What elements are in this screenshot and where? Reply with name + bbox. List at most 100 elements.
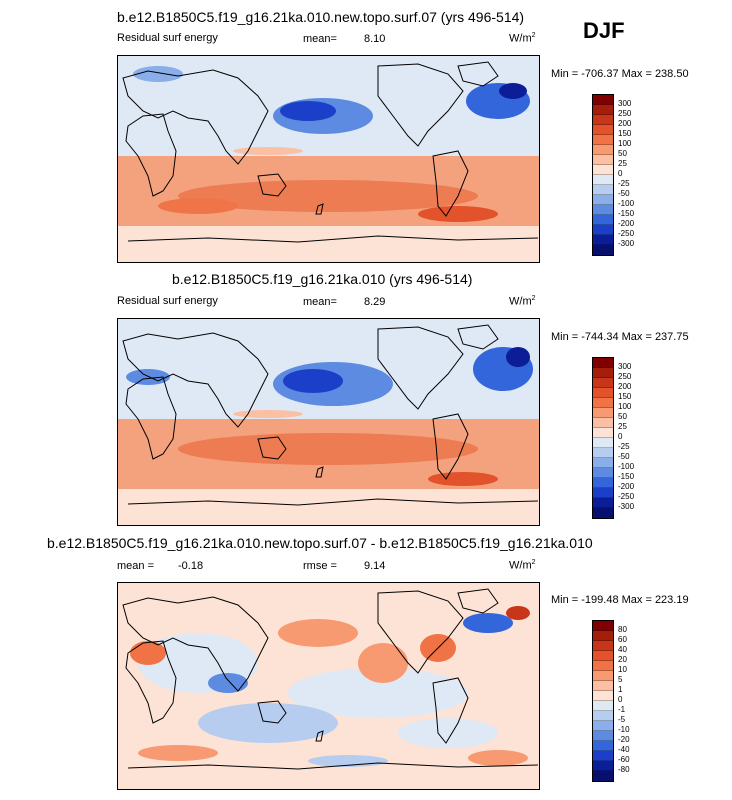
colorbar-swatch	[593, 731, 613, 741]
colorbar-swatch	[593, 185, 613, 195]
colorbar-tick-label: 1	[618, 685, 623, 694]
colorbar-swatch	[593, 418, 613, 428]
colorbar-swatch	[593, 711, 613, 721]
panel1-title: b.e12.B1850C5.f19_g16.21ka.010.new.topo.…	[117, 9, 525, 25]
colorbar-swatch	[593, 448, 613, 458]
colorbar-tick-label: 0	[618, 432, 623, 441]
colorbar-tick-label: 100	[618, 139, 632, 148]
panel3-rmse-value: 9.14	[364, 560, 386, 572]
colorbar-tick-label: -100	[618, 462, 635, 471]
colorbar-tick-label: 300	[618, 99, 632, 108]
season-label: DJF	[583, 18, 625, 43]
panel3-minmax: Min = -199.48 Max = 223.19	[551, 594, 689, 606]
colorbar-tick-label: -60	[618, 755, 630, 764]
colorbar-swatch	[593, 631, 613, 641]
colorbar-tick-label: -50	[618, 452, 630, 461]
colorbar-tick-label: -10	[618, 725, 630, 734]
colorbar-tick-label: 25	[618, 422, 627, 431]
colorbar-tick-label: 40	[618, 645, 627, 654]
colorbar-swatch	[593, 751, 613, 761]
colorbar-swatch	[593, 368, 613, 378]
colorbar-tick-label: 50	[618, 149, 627, 158]
colorbar-tick-label: -150	[618, 472, 635, 481]
colorbar-swatch	[593, 215, 613, 225]
colorbar-tick-label: 80	[618, 625, 627, 634]
colorbar-tick-label: 250	[618, 372, 632, 381]
colorbar-swatch	[593, 701, 613, 711]
colorbar-swatch	[593, 651, 613, 661]
panel2-mean-value: 8.29	[364, 296, 386, 308]
panel2-mean-label: mean=	[303, 296, 337, 308]
colorbar-swatch	[593, 358, 613, 368]
panel1-mean-value: 8.10	[364, 33, 386, 45]
panel3-colorbar	[592, 620, 614, 782]
colorbar-swatch	[593, 378, 613, 388]
panel2-title: b.e12.B1850C5.f19_g16.21ka.010 (yrs 496-…	[172, 271, 473, 287]
colorbar-tick-label: 300	[618, 362, 632, 371]
colorbar-swatch	[593, 488, 613, 498]
colorbar-swatch	[593, 438, 613, 448]
colorbar-swatch	[593, 621, 613, 631]
colorbar-tick-label: 20	[618, 655, 627, 664]
colorbar-swatch	[593, 761, 613, 771]
panel3-mean-value: -0.18	[178, 560, 204, 572]
colorbar-swatch	[593, 145, 613, 155]
colorbar-tick-label: -150	[618, 209, 635, 218]
colorbar-swatch	[593, 428, 613, 438]
colorbar-tick-label: -20	[618, 735, 630, 744]
colorbar-swatch	[593, 165, 613, 175]
colorbar-tick-label: 200	[618, 119, 632, 128]
colorbar-swatch	[593, 105, 613, 115]
colorbar-tick-label: -250	[618, 229, 635, 238]
colorbar-swatch	[593, 661, 613, 671]
panel2-map	[117, 318, 540, 526]
panel2-colorbar	[592, 357, 614, 519]
panel2-units: W/m2	[509, 295, 536, 308]
colorbar-tick-label: -50	[618, 189, 630, 198]
panel1-colorbar-labels: 300 250 200 150 100 50 25 0 -25 -50 -100…	[618, 99, 634, 249]
colorbar-tick-label: -80	[618, 765, 630, 774]
panel3-units: W/m2	[509, 559, 536, 572]
colorbar-tick-label: 150	[618, 129, 632, 138]
colorbar-swatch	[593, 508, 613, 518]
colorbar-swatch	[593, 155, 613, 165]
colorbar-tick-label: -5	[618, 715, 626, 724]
colorbar-tick-label: 50	[618, 412, 627, 421]
colorbar-swatch	[593, 681, 613, 691]
colorbar-tick-label: 0	[618, 695, 623, 704]
panel3-mean-label: mean =	[117, 560, 154, 572]
colorbar-tick-label: 250	[618, 109, 632, 118]
colorbar-tick-label: 150	[618, 392, 632, 401]
colorbar-swatch	[593, 408, 613, 418]
panel2-colorbar-labels: 300 250 200 150 100 50 25 0 -25 -50 -100…	[618, 362, 634, 512]
colorbar-swatch	[593, 671, 613, 681]
colorbar-tick-label: 100	[618, 402, 632, 411]
panel1-mean-label: mean=	[303, 33, 337, 45]
panel1-minmax: Min = -706.37 Max = 238.50	[551, 68, 689, 80]
panel1-variable-label: Residual surf energy	[117, 32, 218, 44]
panel2-minmax: Min = -744.34 Max = 237.75	[551, 331, 689, 343]
colorbar-swatch	[593, 478, 613, 488]
colorbar-swatch	[593, 468, 613, 478]
colorbar-swatch	[593, 195, 613, 205]
colorbar-tick-label: 25	[618, 159, 627, 168]
colorbar-swatch	[593, 205, 613, 215]
colorbar-swatch	[593, 721, 613, 731]
colorbar-tick-label: -1	[618, 705, 626, 714]
colorbar-tick-label: -25	[618, 442, 630, 451]
colorbar-swatch	[593, 225, 613, 235]
colorbar-tick-label: -250	[618, 492, 635, 501]
colorbar-swatch	[593, 398, 613, 408]
colorbar-tick-label: 0	[618, 169, 623, 178]
colorbar-swatch	[593, 771, 613, 781]
colorbar-swatch	[593, 115, 613, 125]
panel1-units: W/m2	[509, 32, 536, 45]
colorbar-swatch	[593, 175, 613, 185]
colorbar-swatch	[593, 498, 613, 508]
colorbar-swatch	[593, 245, 613, 255]
colorbar-swatch	[593, 741, 613, 751]
colorbar-swatch	[593, 235, 613, 245]
colorbar-tick-label: -300	[618, 239, 635, 248]
colorbar-tick-label: 5	[618, 675, 623, 684]
colorbar-swatch	[593, 125, 613, 135]
